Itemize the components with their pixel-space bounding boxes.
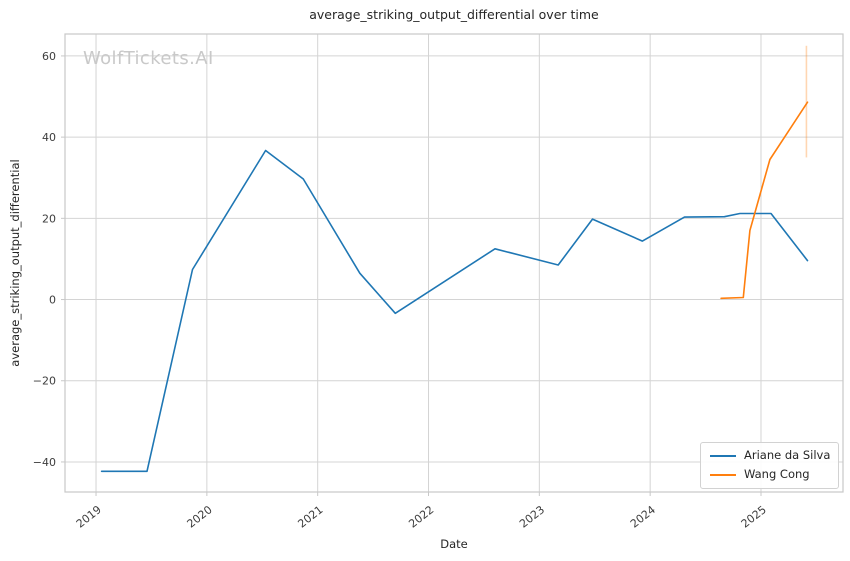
x-tick-label: 2019 — [74, 503, 104, 530]
x-tick-label: 2025 — [739, 503, 769, 530]
x-tick-label: 2020 — [185, 503, 215, 530]
y-tick-label: 0 — [49, 294, 56, 307]
legend-line-swatch — [710, 454, 736, 457]
x-tick-label: 2023 — [517, 503, 547, 530]
series-line-ariane-da-silva — [100, 149, 809, 473]
y-tick-label: 40 — [42, 131, 56, 144]
series-line-wang-cong — [720, 101, 809, 300]
legend-label: Wang Cong — [744, 466, 810, 481]
y-tick-label: −20 — [33, 375, 56, 388]
legend-label: Ariane da Silva — [744, 448, 831, 462]
y-tick-label: 60 — [42, 50, 56, 63]
y-axis-label: average_striking_output_differential — [8, 159, 22, 367]
x-tick-label: 2024 — [628, 503, 658, 530]
x-tick-label: 2022 — [406, 503, 436, 530]
legend-entry: Ariane da Silva — [710, 448, 831, 463]
chart-title: average_striking_output_differential ove… — [309, 7, 599, 22]
plot-border — [64, 33, 844, 493]
legend: Ariane da Silva Wang Cong — [700, 442, 839, 489]
x-axis-label: Date — [440, 537, 468, 551]
legend-entry: Wang Cong — [710, 466, 829, 482]
y-tick-label: 20 — [42, 212, 56, 225]
y-tick-label: −40 — [33, 456, 56, 469]
x-tick-label: 2021 — [295, 503, 325, 530]
plot-background — [65, 34, 843, 492]
legend-line-swatch — [710, 473, 736, 476]
watermark: WolfTickets.AI — [83, 48, 214, 69]
